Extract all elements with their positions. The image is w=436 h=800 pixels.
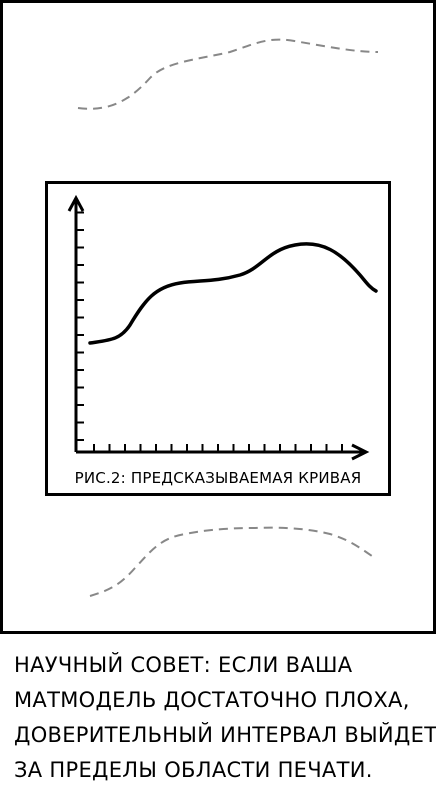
panel-drawing — [0, 0, 436, 634]
footer-text: НАУЧНЫЙ СОВЕТ: ЕСЛИ ВАША МАТМОДЕЛЬ ДОСТА… — [14, 648, 436, 788]
footer-line: ЗА ПРЕДЕЛЫ ОБЛАСТИ ПЕЧАТИ. — [14, 758, 373, 782]
panel-border — [0, 0, 436, 634]
comic-panel: РИС.2: ПРЕДСКАЗЫВАЕМАЯ КРИВАЯ — [0, 0, 436, 634]
x-axis-arrow — [351, 443, 370, 461]
lower-confidence-bound — [89, 526, 373, 597]
predicted-curve — [88, 242, 378, 345]
y-axis-arrow — [67, 194, 85, 212]
footer-line: МАТМОДЕЛЬ ДОСТАТОЧНО ПЛОХА, — [14, 688, 410, 712]
figure-caption: РИС.2: ПРЕДСКАЗЫВАЕМАЯ КРИВАЯ — [74, 469, 362, 487]
upper-confidence-bound — [77, 38, 379, 110]
x-axis-ticks — [93, 444, 343, 452]
y-axis-ticks — [76, 211, 84, 441]
footer-line: НАУЧНЫЙ СОВЕТ: ЕСЛИ ВАША — [14, 653, 353, 677]
figure-frame — [45, 181, 391, 496]
footer-line: ДОВЕРИТЕЛЬНЫЙ ИНТЕРВАЛ ВЫЙДЕТ — [14, 723, 436, 747]
